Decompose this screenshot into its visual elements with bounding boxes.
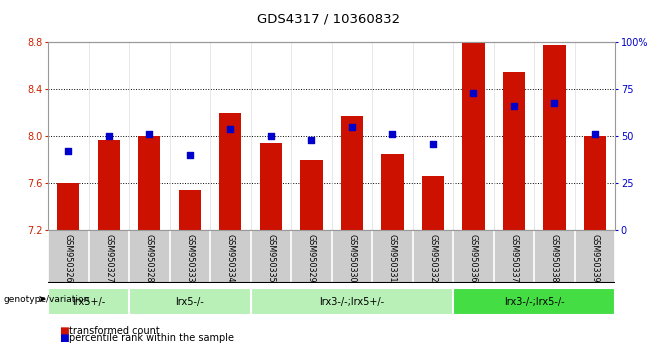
Text: GSM950331: GSM950331 [388, 234, 397, 283]
Point [468, 90, 479, 96]
Bar [544, 45, 566, 230]
Text: GSM950327: GSM950327 [105, 234, 113, 283]
Bar [463, 42, 484, 230]
Bar [179, 190, 201, 230]
Text: percentile rank within the sample: percentile rank within the sample [69, 333, 234, 343]
Text: lrx3-/-;lrx5+/-: lrx3-/-;lrx5+/- [319, 297, 384, 307]
Point [590, 132, 600, 137]
Point [306, 137, 316, 143]
Point [347, 124, 357, 130]
Point [144, 132, 155, 137]
Bar [584, 136, 606, 230]
Text: GSM950339: GSM950339 [590, 234, 599, 283]
Point [184, 152, 195, 158]
Bar [300, 160, 322, 230]
Text: GSM950337: GSM950337 [509, 234, 519, 283]
Text: GSM950336: GSM950336 [469, 234, 478, 283]
Text: lrx3-/-;lrx5-/-: lrx3-/-;lrx5-/- [504, 297, 565, 307]
Point [509, 103, 519, 109]
Text: GSM950333: GSM950333 [186, 234, 194, 283]
Text: GSM950330: GSM950330 [347, 234, 357, 283]
Point [549, 100, 560, 105]
Point [428, 141, 438, 147]
Bar [341, 116, 363, 230]
Text: GSM950326: GSM950326 [64, 234, 73, 283]
Text: GSM950332: GSM950332 [428, 234, 438, 283]
Text: GSM950328: GSM950328 [145, 234, 154, 283]
Bar [422, 176, 444, 230]
Bar [251, 288, 453, 315]
Bar [57, 183, 80, 230]
Bar [48, 288, 129, 315]
Text: ■: ■ [59, 326, 69, 336]
Bar [453, 288, 615, 315]
Bar [381, 154, 403, 230]
Bar [129, 288, 251, 315]
Point [63, 148, 74, 154]
Text: ■: ■ [59, 333, 69, 343]
Text: GSM950334: GSM950334 [226, 234, 235, 283]
Bar [219, 113, 241, 230]
Text: transformed count: transformed count [69, 326, 160, 336]
Text: GDS4317 / 10360832: GDS4317 / 10360832 [257, 12, 401, 25]
Bar [97, 140, 120, 230]
Text: GSM950329: GSM950329 [307, 234, 316, 283]
Text: GSM950338: GSM950338 [550, 234, 559, 283]
Text: GSM950335: GSM950335 [266, 234, 275, 283]
Point [225, 126, 236, 132]
Bar [138, 136, 161, 230]
Bar [503, 72, 525, 230]
Text: genotype/variation: genotype/variation [3, 295, 89, 304]
Text: lrx5+/-: lrx5+/- [72, 297, 105, 307]
Bar [260, 143, 282, 230]
Point [387, 132, 397, 137]
Text: lrx5-/-: lrx5-/- [176, 297, 204, 307]
Point [103, 133, 114, 139]
Point [266, 133, 276, 139]
